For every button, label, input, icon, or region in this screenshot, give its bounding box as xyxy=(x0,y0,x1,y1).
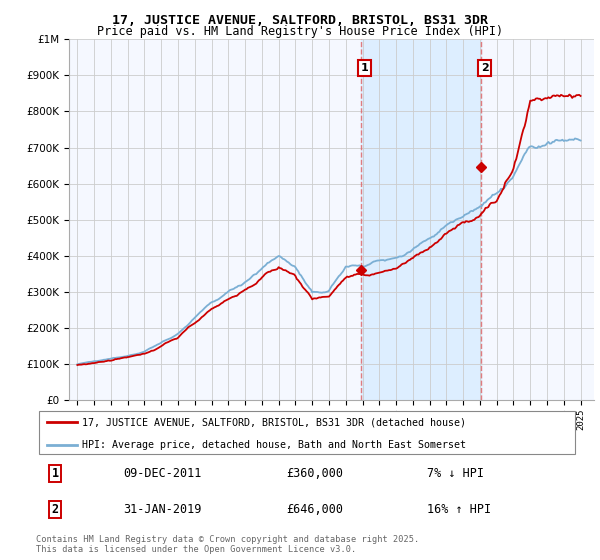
Text: Contains HM Land Registry data © Crown copyright and database right 2025.
This d: Contains HM Land Registry data © Crown c… xyxy=(36,535,419,554)
Text: £646,000: £646,000 xyxy=(286,503,343,516)
Text: HPI: Average price, detached house, Bath and North East Somerset: HPI: Average price, detached house, Bath… xyxy=(82,440,466,450)
Text: 1: 1 xyxy=(361,63,368,73)
FancyBboxPatch shape xyxy=(39,410,575,455)
Text: 09-DEC-2011: 09-DEC-2011 xyxy=(123,466,201,480)
Text: 17, JUSTICE AVENUE, SALTFORD, BRISTOL, BS31 3DR: 17, JUSTICE AVENUE, SALTFORD, BRISTOL, B… xyxy=(112,14,488,27)
Text: Price paid vs. HM Land Registry's House Price Index (HPI): Price paid vs. HM Land Registry's House … xyxy=(97,25,503,38)
Text: 7% ↓ HPI: 7% ↓ HPI xyxy=(427,466,484,480)
Text: 1: 1 xyxy=(52,466,59,480)
Text: 17, JUSTICE AVENUE, SALTFORD, BRISTOL, BS31 3DR (detached house): 17, JUSTICE AVENUE, SALTFORD, BRISTOL, B… xyxy=(82,417,466,427)
Text: £360,000: £360,000 xyxy=(286,466,343,480)
Text: 31-JAN-2019: 31-JAN-2019 xyxy=(123,503,201,516)
Text: 2: 2 xyxy=(52,503,59,516)
Text: 16% ↑ HPI: 16% ↑ HPI xyxy=(427,503,491,516)
Bar xyxy=(361,39,481,400)
Text: 2: 2 xyxy=(481,63,488,73)
